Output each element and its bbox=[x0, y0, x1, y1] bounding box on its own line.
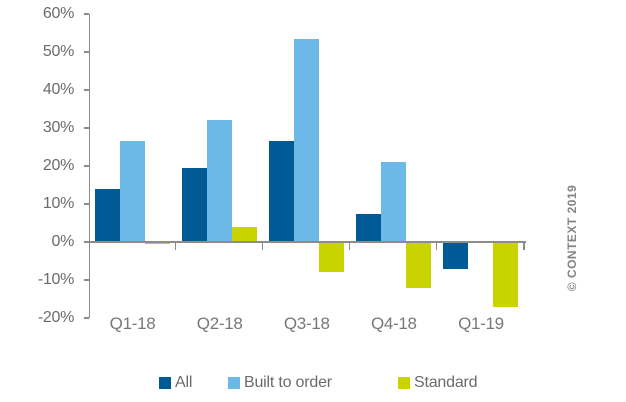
category-label-q4-18: Q4-18 bbox=[370, 314, 417, 333]
y-tick-label-60: 60% bbox=[42, 5, 74, 22]
y-tick-50 bbox=[83, 51, 89, 53]
y-tick--10 bbox=[83, 279, 89, 281]
x-axis-line bbox=[88, 241, 526, 243]
bar-q2-18-standard bbox=[232, 226, 258, 242]
bar-q2-18-built-to-order bbox=[207, 120, 233, 242]
y-tick-60 bbox=[83, 13, 89, 15]
x-tick-q2-18 bbox=[261, 242, 264, 250]
y-tick-label-50: 50% bbox=[42, 43, 74, 60]
y-tick-label--20: -20% bbox=[37, 309, 74, 326]
bar-q3-18-standard bbox=[319, 242, 345, 273]
y-tick-label-40: 40% bbox=[42, 81, 74, 98]
bar-q4-18-standard bbox=[406, 242, 432, 288]
bar-q1-19-standard bbox=[493, 242, 519, 307]
x-tick-q4-18 bbox=[435, 242, 438, 250]
bar-q2-18-all bbox=[182, 167, 208, 242]
y-tick-0 bbox=[83, 241, 89, 243]
bar-q3-18-built-to-order bbox=[294, 38, 320, 242]
y-tick-label--10: -10% bbox=[37, 271, 74, 288]
category-label-q3-18: Q3-18 bbox=[283, 314, 330, 333]
legend-label-standard: Standard bbox=[414, 373, 478, 391]
bar-q1-18-all bbox=[95, 188, 121, 242]
y-tick-label-20: 20% bbox=[42, 157, 74, 174]
bar-q1-18-built-to-order bbox=[120, 141, 146, 242]
bar-q3-18-all bbox=[269, 141, 295, 242]
legend-swatch-all bbox=[159, 376, 171, 389]
legend-item-standard: Standard bbox=[398, 373, 478, 391]
x-tick-q1-19 bbox=[523, 242, 525, 250]
legend-item-built-to-order: Built to order bbox=[228, 374, 332, 391]
y-tick-40 bbox=[83, 89, 89, 91]
bar-q1-19-all bbox=[443, 242, 469, 269]
category-label-q1-19: Q1-19 bbox=[458, 314, 504, 333]
y-tick-label-30: 30% bbox=[42, 119, 74, 136]
category-label-q2-18: Q2-18 bbox=[196, 314, 243, 333]
y-tick-20 bbox=[83, 165, 89, 167]
y-tick-label-10: 10% bbox=[42, 195, 74, 212]
x-tick-q3-18 bbox=[348, 242, 351, 250]
y-tick-label-0: 0% bbox=[51, 233, 74, 250]
y-axis-line bbox=[88, 14, 90, 318]
bar-q4-18-all bbox=[356, 213, 382, 242]
y-tick-30 bbox=[83, 127, 89, 129]
bar-q4-18-built-to-order bbox=[381, 162, 407, 242]
copyright-watermark: © CONTEXT 2019 bbox=[565, 184, 579, 292]
category-label-q1-18: Q1-18 bbox=[109, 314, 156, 333]
legend-item-all: All bbox=[159, 374, 192, 391]
y-tick-10 bbox=[83, 203, 89, 205]
y-tick--20 bbox=[83, 317, 89, 319]
legend-swatch-standard bbox=[398, 376, 410, 389]
legend-label-built-to-order: Built to order bbox=[244, 373, 332, 391]
legend-label-all: All bbox=[175, 373, 193, 391]
legend-swatch-built-to-order bbox=[228, 376, 240, 389]
x-tick-q1-18 bbox=[174, 242, 177, 250]
